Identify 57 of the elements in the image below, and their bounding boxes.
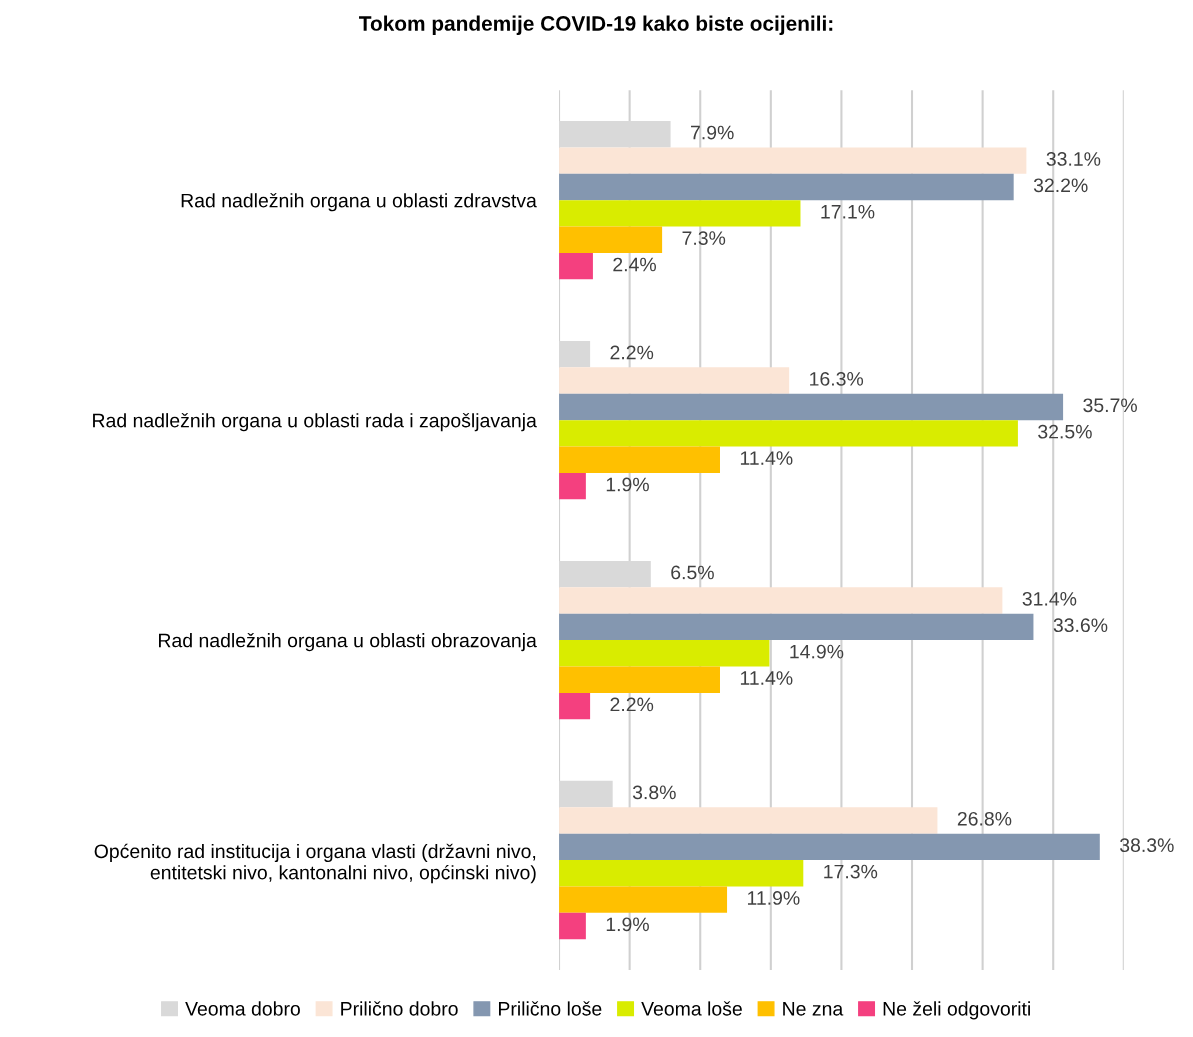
data-label: 35.7% (1083, 398, 1137, 413)
bar (559, 912, 586, 940)
data-label: 6.5% (671, 565, 714, 580)
data-label: 7.3% (682, 231, 726, 245)
y-tick-label: Rad nadležnih organa u oblasti rada i zapošljavanja (93, 413, 537, 432)
data-label: 32.2% (1033, 178, 1088, 193)
bar (559, 780, 613, 808)
bar (559, 860, 804, 887)
data-label: 26.8% (957, 811, 1012, 826)
legend-label: Ne želi odgovoriti (883, 1001, 1030, 1020)
legend-label: Prilično dobro (341, 1001, 458, 1016)
data-label: 11.9% (747, 891, 800, 905)
legend-label: Veoma dobro (185, 1001, 300, 1016)
bar (559, 587, 1003, 614)
legend-label: Veoma loše (641, 1001, 742, 1016)
data-label: 1.9% (606, 477, 649, 492)
data-label: 17.3% (824, 864, 878, 879)
bar (559, 367, 790, 394)
chart-title: Tokom pandemije COVID-19 kako biste ocijenili: (359, 15, 833, 35)
bar (559, 200, 801, 227)
bar (559, 472, 586, 500)
data-label: 11.4% (740, 671, 793, 685)
legend-label: Prilično loše (499, 1001, 602, 1016)
data-label: 1.9% (606, 917, 649, 932)
bar (559, 393, 1064, 421)
bar (559, 666, 720, 693)
data-label: 11.4% (740, 451, 793, 465)
y-tick-label: Rad nadležnih organa u oblasti zdravstva (181, 193, 537, 212)
y-tick-label: Rad nadležnih organa u oblasti obrazovanja (159, 633, 537, 652)
data-label: 2.2% (610, 345, 654, 360)
bar (559, 147, 1027, 174)
bar (559, 446, 720, 473)
data-label: 7.9% (691, 125, 734, 140)
data-label: 32.5% (1038, 424, 1092, 439)
data-label: 33.6% (1053, 618, 1108, 633)
bar (559, 807, 938, 834)
bar (559, 886, 728, 913)
bar (559, 613, 1034, 641)
bar (559, 420, 1018, 447)
bar (559, 226, 663, 253)
data-label: 16.3% (810, 372, 864, 386)
data-label: 38.3% (1119, 838, 1174, 853)
data-label: 31.4% (1022, 591, 1077, 606)
bar (559, 833, 1100, 861)
bar (559, 692, 591, 720)
bar (559, 252, 593, 280)
bar (559, 173, 1014, 201)
bar (559, 340, 591, 368)
y-tick-label: Općenito rad institucija i organa vlasti (državni nivo, entitetski nivo, kantonalni nivo, općinski nivo) (94, 843, 536, 884)
bar (559, 640, 770, 667)
data-label: 3.8% (632, 785, 676, 800)
data-label: 2.4% (613, 257, 656, 272)
data-label: 33.1% (1046, 152, 1101, 166)
data-label: 2.2% (610, 697, 654, 712)
data-label: 17.1% (821, 204, 875, 219)
legend-label: Ne zna (783, 1002, 844, 1016)
data-label: 14.9% (790, 644, 844, 659)
